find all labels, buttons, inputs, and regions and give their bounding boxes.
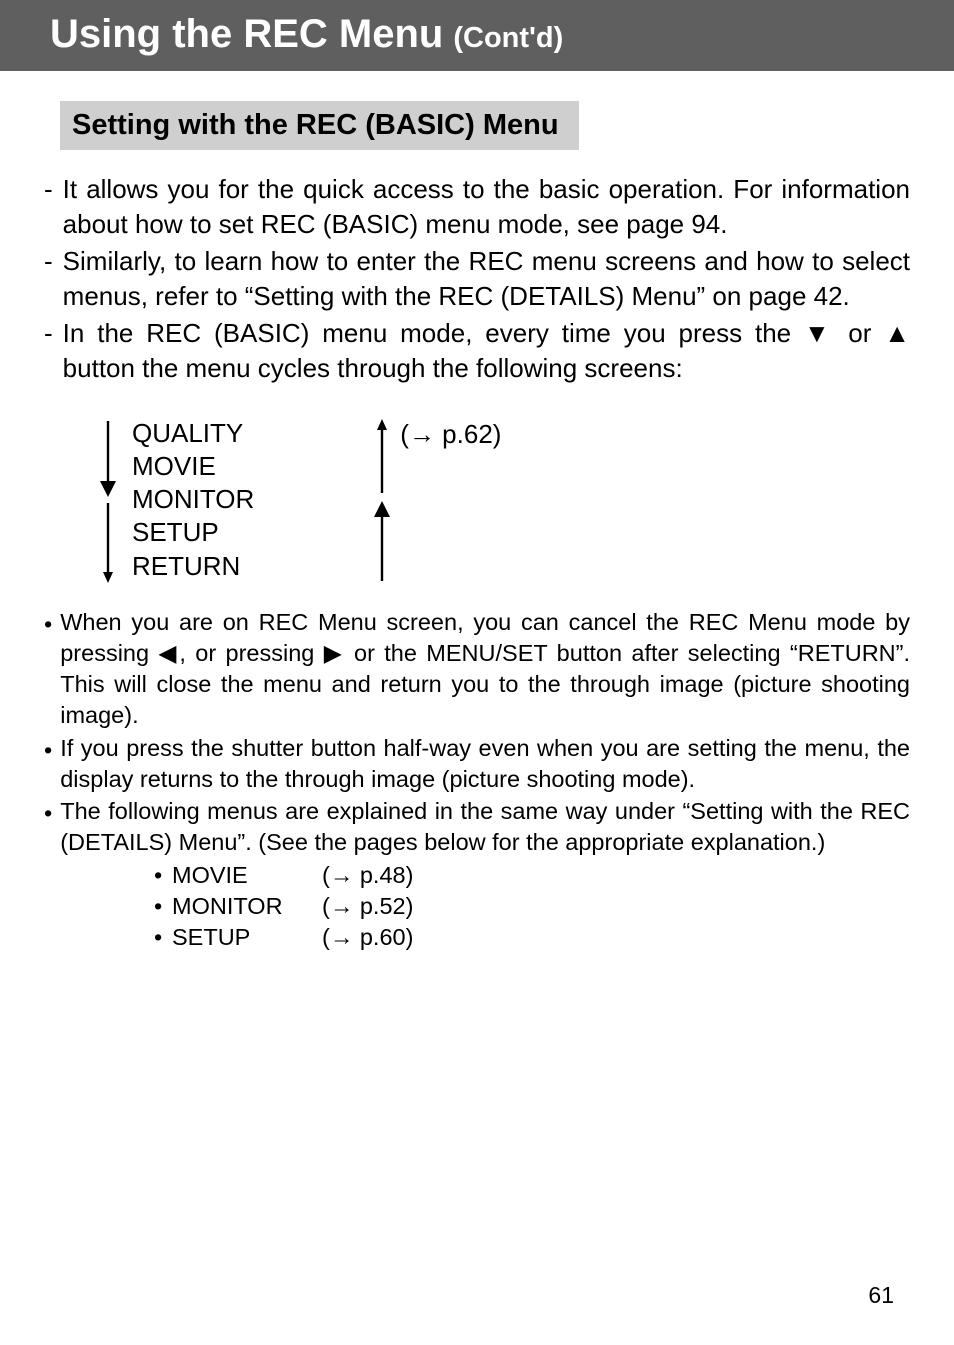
page-title: Using the REC Menu: [50, 12, 443, 57]
intro-list: - It allows you for the quick access to …: [44, 172, 910, 387]
menu-item: MONITOR: [132, 483, 254, 516]
notes-list: • When you are on REC Menu screen, you c…: [44, 607, 910, 953]
bullet-icon: •: [44, 733, 60, 796]
list-item: - Similarly, to learn how to enter the R…: [44, 244, 910, 314]
list-item-text: It allows you for the quick access to th…: [63, 172, 910, 242]
bullet-icon: •: [154, 891, 172, 922]
menu-cycle-diagram: QUALITY MOVIE MONITOR SETUP RETURN (→ p.…: [90, 417, 954, 585]
list-item-text: If you press the shutter button half-way…: [60, 733, 910, 796]
page: Using the REC Menu (Cont'd) Setting with…: [0, 0, 954, 1345]
arrow-up-split-icon: [370, 417, 394, 585]
list-item: • The following menus are explained in t…: [44, 796, 910, 859]
menu-item: MOVIE: [132, 450, 254, 483]
list-item-text: In the REC (BASIC) menu mode, every time…: [63, 316, 910, 386]
list-item: • MONITOR (→ p.52): [154, 891, 910, 922]
list-item-text: When you are on REC Menu screen, you can…: [60, 607, 910, 732]
page-subtitle: (Cont'd): [453, 22, 563, 55]
bullet-icon: •: [44, 607, 60, 732]
dash-icon: -: [44, 316, 63, 386]
list-item: • When you are on REC Menu screen, you c…: [44, 607, 910, 732]
arrow-down-split-icon: [96, 417, 120, 585]
menu-item: QUALITY: [132, 417, 254, 450]
list-item: • MOVIE (→ p.48): [154, 860, 910, 891]
down-arrow-column: [90, 417, 126, 585]
menu-item-list: QUALITY MOVIE MONITOR SETUP RETURN: [126, 417, 254, 583]
list-item-text: Similarly, to learn how to enter the REC…: [63, 244, 910, 314]
sub-ref-page: (→ p.60): [322, 922, 413, 953]
menu-item: SETUP: [132, 516, 254, 549]
list-item: • SETUP (→ p.60): [154, 922, 910, 953]
list-item: • If you press the shutter button half-w…: [44, 733, 910, 796]
list-item: - It allows you for the quick access to …: [44, 172, 910, 242]
sub-reference-list: • MOVIE (→ p.48) • MONITOR (→ p.52) • SE…: [154, 860, 910, 953]
list-item-text: The following menus are explained in the…: [60, 796, 910, 859]
dash-icon: -: [44, 244, 63, 314]
sub-ref-label: MONITOR: [172, 891, 322, 922]
page-reference: (→ p.62): [400, 417, 501, 450]
sub-ref-label: SETUP: [172, 922, 322, 953]
sub-ref-page: (→ p.48): [322, 860, 413, 891]
bullet-icon: •: [154, 922, 172, 953]
up-arrow-column: [364, 417, 400, 585]
dash-icon: -: [44, 172, 63, 242]
list-item: - In the REC (BASIC) menu mode, every ti…: [44, 316, 910, 386]
sub-ref-label: MOVIE: [172, 860, 322, 891]
section-heading-wrap: Setting with the REC (BASIC) Menu: [60, 101, 954, 150]
bullet-icon: •: [44, 796, 60, 859]
section-heading: Setting with the REC (BASIC) Menu: [60, 101, 579, 150]
bullet-icon: •: [154, 860, 172, 891]
sub-ref-page: (→ p.52): [322, 891, 413, 922]
header-bar: Using the REC Menu (Cont'd): [0, 0, 954, 71]
page-number: 61: [868, 1282, 894, 1309]
menu-item: RETURN: [132, 550, 254, 583]
